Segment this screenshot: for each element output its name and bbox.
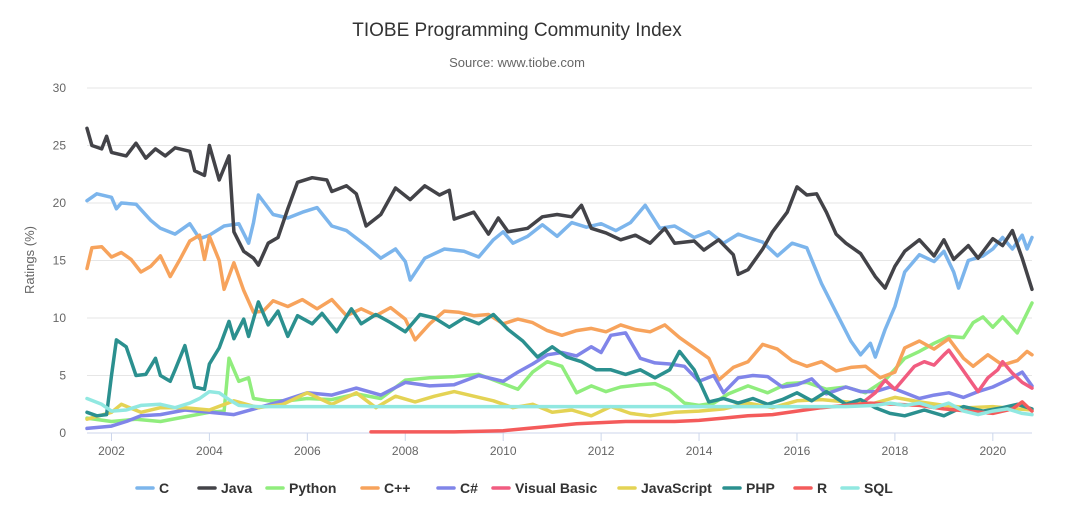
legend-label: SQL xyxy=(864,480,893,496)
legend[interactable]: C Java Python C++ C# Visual Basic JavaScript PH… xyxy=(135,480,893,496)
legend-label: PHP xyxy=(746,480,775,496)
legend-label: R xyxy=(817,480,827,496)
x-tick-label: 2006 xyxy=(294,444,321,458)
legend-item-php[interactable]: PHP xyxy=(722,480,775,496)
y-axis-label: Ratings (%) xyxy=(22,226,37,294)
y-tick-label: 25 xyxy=(53,139,67,153)
legend-label: C# xyxy=(460,480,478,496)
y-tick-label: 15 xyxy=(53,254,67,268)
x-tick-label: 2020 xyxy=(979,444,1006,458)
series-line-c[interactable] xyxy=(85,331,1034,431)
y-tick-label: 0 xyxy=(59,426,66,440)
series-lines xyxy=(85,126,1034,434)
series-line-visual-basic[interactable] xyxy=(858,348,1034,407)
legend-item-java[interactable]: Java xyxy=(197,480,252,496)
legend-label: Java xyxy=(221,480,252,496)
y-tick-label: 20 xyxy=(53,196,67,210)
legend-label: Python xyxy=(289,480,336,496)
x-tick-label: 2004 xyxy=(196,444,223,458)
legend-label: C xyxy=(159,480,169,496)
legend-item-python[interactable]: Python xyxy=(265,480,336,496)
legend-item-javascript[interactable]: JavaScript xyxy=(617,480,712,496)
series-line-java[interactable] xyxy=(85,126,1034,292)
legend-item-sql[interactable]: SQL xyxy=(840,480,893,496)
legend-item-c[interactable]: C# xyxy=(436,480,478,496)
series-line-php[interactable] xyxy=(85,300,1034,418)
legend-label: C++ xyxy=(384,480,410,496)
chart-subtitle: Source: www.tiobe.com xyxy=(449,55,585,70)
x-tick-label: 2008 xyxy=(392,444,419,458)
series-line-c[interactable] xyxy=(85,233,1034,382)
series-line-sql[interactable] xyxy=(85,389,1034,417)
x-tick-label: 2016 xyxy=(784,444,811,458)
legend-item-visual-basic[interactable]: Visual Basic xyxy=(491,480,597,496)
x-tick-label: 2012 xyxy=(588,444,615,458)
x-tick-label: 2018 xyxy=(882,444,909,458)
y-tick-label: 5 xyxy=(59,369,66,383)
legend-label: JavaScript xyxy=(641,480,712,496)
y-axis-ticks: 0 5 10 15 20 25 30 xyxy=(53,81,67,440)
gridlines xyxy=(87,87,1032,434)
legend-label: Visual Basic xyxy=(515,480,597,496)
y-tick-label: 30 xyxy=(53,81,67,95)
legend-item-c[interactable]: C xyxy=(135,480,169,496)
x-axis-ticks: 2002 2004 2006 2008 2010 2012 2014 2016 2018 2020 xyxy=(98,433,1006,458)
x-tick-label: 2002 xyxy=(98,444,125,458)
x-tick-label: 2010 xyxy=(490,444,517,458)
y-tick-label: 10 xyxy=(53,311,67,325)
legend-item-r[interactable]: R xyxy=(793,480,827,496)
x-tick-label: 2014 xyxy=(686,444,713,458)
legend-item-c[interactable]: C++ xyxy=(360,480,410,496)
series-line-python[interactable] xyxy=(85,301,1034,424)
chart-title: TIOBE Programming Community Index xyxy=(352,20,682,41)
